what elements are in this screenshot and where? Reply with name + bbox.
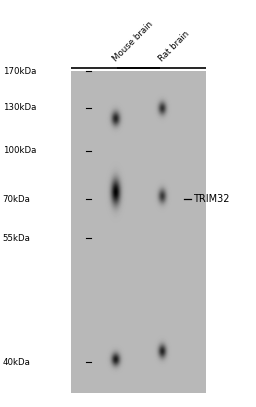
Bar [71,71,160,393]
Text: Mouse brain: Mouse brain [111,20,155,63]
Bar [117,71,206,393]
Text: 40kDa: 40kDa [3,358,30,367]
Text: 55kDa: 55kDa [3,234,30,243]
Text: TRIM32: TRIM32 [193,195,230,204]
Text: Rat brain: Rat brain [157,29,191,63]
Text: 100kDa: 100kDa [3,146,36,155]
Text: 70kDa: 70kDa [3,195,30,204]
Text: 130kDa: 130kDa [3,103,36,112]
Text: 170kDa: 170kDa [3,67,36,76]
